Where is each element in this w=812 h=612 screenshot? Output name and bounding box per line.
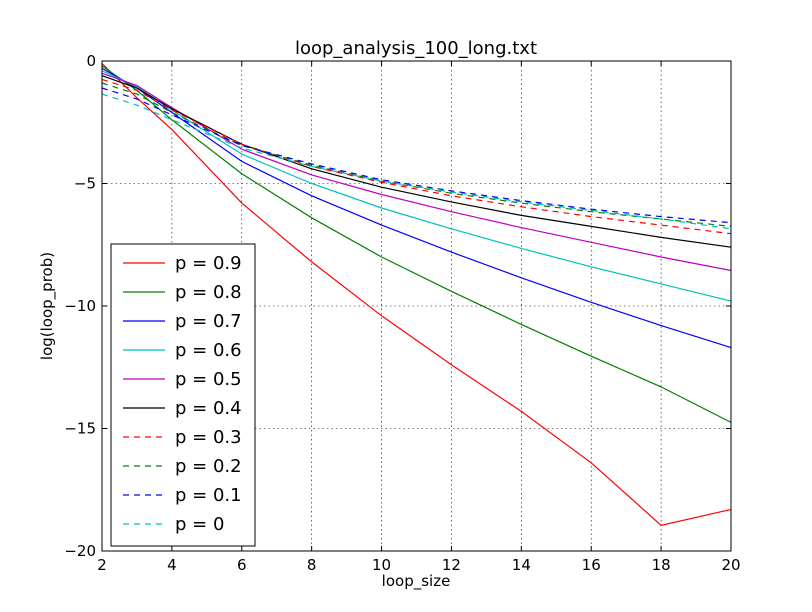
series-line-6 (101, 78, 732, 235)
series-line-0 (101, 63, 732, 526)
y-tick-label: −10 (64, 297, 96, 315)
x-tick-label: 12 (442, 556, 461, 574)
x-tick-label: 10 (372, 556, 391, 574)
series-layer (101, 63, 732, 526)
series-line-9 (101, 93, 732, 230)
x-tick-label: 6 (237, 556, 247, 574)
legend-label-6: p = 0.3 (175, 427, 242, 448)
series-line-4 (101, 72, 732, 272)
x-tick-label: 8 (307, 556, 317, 574)
legend-label-3: p = 0.6 (175, 340, 242, 361)
y-tick-label: −5 (74, 175, 96, 193)
x-tick-label: 18 (652, 556, 671, 574)
series-line-8 (101, 87, 732, 224)
legend: p = 0.9 p = 0.8 p = 0.7 p = 0.6 p = 0.5 p = 0… (110, 243, 256, 547)
y-axis-label: log(loop_prob) (38, 252, 57, 360)
series-line-1 (101, 65, 732, 423)
chart-title: loop_analysis_100_long.txt (295, 38, 537, 59)
x-tick-label: 2 (97, 556, 107, 574)
ticks: 2 4 6 8 10 12 14 16 18 20 0 −5 −10 −15 −20 (64, 52, 740, 574)
x-tick-label: 16 (582, 556, 601, 574)
x-tick-label: 20 (721, 556, 740, 574)
y-tick-label: −15 (64, 420, 96, 438)
series-line-5 (101, 75, 732, 248)
legend-label-5: p = 0.4 (175, 398, 242, 419)
series-line-7 (101, 82, 732, 227)
x-axis-label: loop_size (382, 572, 451, 591)
y-tick-label: −20 (64, 542, 96, 560)
series-line-2 (101, 67, 732, 349)
x-tick-label: 14 (512, 556, 531, 574)
legend-label-9: p = 0 (175, 514, 224, 535)
x-tick-label: 4 (167, 556, 177, 574)
legend-label-0: p = 0.9 (175, 253, 242, 274)
legend-label-4: p = 0.5 (175, 369, 242, 390)
y-tick-label: 0 (86, 52, 96, 70)
legend-label-1: p = 0.8 (175, 282, 242, 303)
legend-box (110, 243, 256, 547)
legend-label-2: p = 0.7 (175, 311, 242, 332)
legend-label-8: p = 0.1 (175, 485, 242, 506)
legend-label-7: p = 0.2 (175, 456, 242, 477)
